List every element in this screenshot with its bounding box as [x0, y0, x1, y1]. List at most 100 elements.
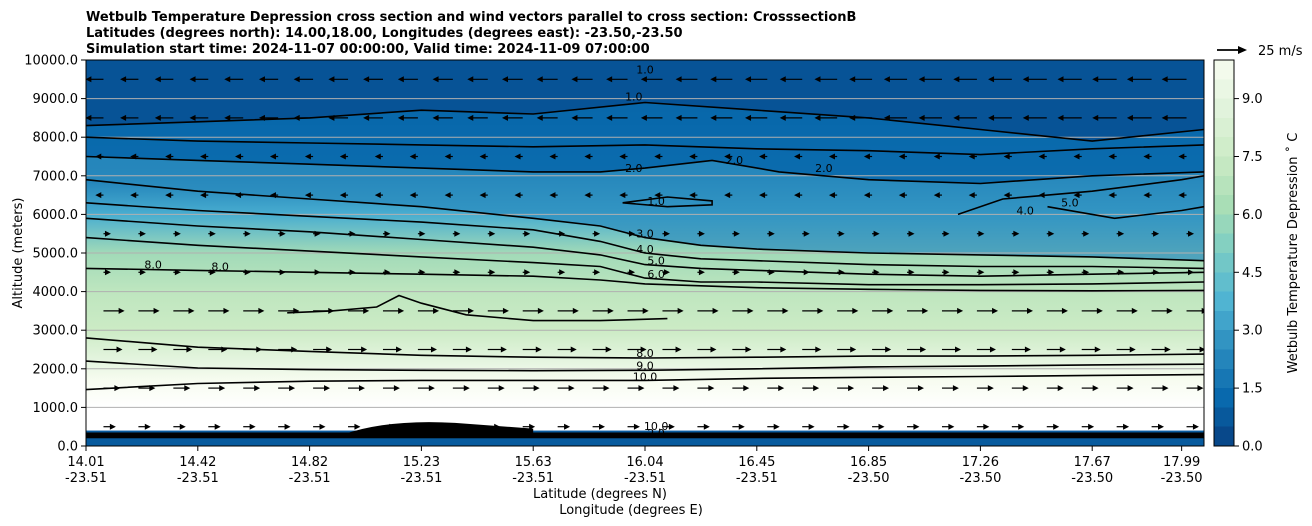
wind-vector-head [953, 76, 960, 83]
wind-vector-head [640, 346, 647, 353]
wind-vector-head [444, 153, 451, 160]
wind-vector-head [328, 307, 335, 314]
contour-lines [86, 101, 1204, 391]
x-axis-label-longitude: Longitude (degrees E) [559, 503, 703, 518]
colorbar-tick-label: 6.0 [1242, 208, 1263, 223]
wind-vector-head [149, 385, 156, 392]
wind-vector-head [224, 114, 231, 121]
wind-vector-head [689, 153, 696, 160]
colorbar-ticks: 0.0 1.5 3.0 4.5 6.0 7.5 9.0 [1234, 92, 1263, 455]
wind-vector-head [502, 307, 509, 314]
wind-vector-head [188, 307, 195, 314]
wind-vector-head [710, 114, 717, 121]
wind-vector-head [179, 423, 186, 430]
contour-label: 2.0 [647, 427, 665, 440]
wind-key-arrow-head [1238, 46, 1247, 54]
wind-vector-head [1118, 230, 1125, 237]
colorbar-tick-label: 3.0 [1242, 324, 1263, 339]
wind-vector-head [710, 346, 717, 353]
wind-vector-head [913, 423, 920, 430]
wind-vector-head [339, 192, 346, 199]
wind-vector-head [619, 153, 626, 160]
wind-vector-head [745, 346, 752, 353]
x-tick-label-lon: -23.51 [177, 471, 219, 486]
contour-label: 10.0 [633, 370, 658, 383]
wind-vector-head [186, 346, 193, 353]
wind-vector-head [584, 192, 591, 199]
wind-vector-head [463, 385, 470, 392]
wind-vector-head [500, 346, 507, 353]
x-tick-label-lon: -23.50 [1161, 471, 1203, 486]
wind-vector-head [568, 385, 575, 392]
wind-vector-head [943, 230, 950, 237]
chart-title-line-2: Latitudes (degrees north): 14.00,18.00, … [86, 26, 683, 41]
wind-vector-head [978, 230, 985, 237]
x-tick-label-lat: 16.04 [626, 455, 663, 470]
wind-vector-head [1003, 153, 1010, 160]
wind-vector-head [988, 114, 995, 121]
wind-vector-head [733, 230, 740, 237]
wind-vector-head [933, 192, 940, 199]
y-tick-label: 1000.0 [33, 401, 79, 416]
wind-vector-head [779, 114, 786, 121]
contour-line-8.0 [287, 294, 668, 322]
wind-vector-head [559, 230, 566, 237]
wind-vector-head [501, 76, 508, 83]
wind-vector-head [419, 269, 426, 276]
wind-vector-head [284, 423, 291, 430]
colorbar-tick-label: 1.5 [1242, 382, 1263, 397]
wind-vector-head [957, 307, 964, 314]
wind-vector-head [698, 269, 705, 276]
wind-vector-head [1188, 230, 1195, 237]
wind-vector-head [349, 230, 356, 237]
x-axis-ticks: 14.01-23.5114.42-23.5114.82-23.5115.23-2… [65, 446, 1203, 486]
wind-vector-head [663, 230, 670, 237]
wind-vector-head [479, 153, 486, 160]
y-tick-label: 9000.0 [33, 92, 79, 107]
wind-vector-head [1108, 192, 1115, 199]
wind-vector-head [397, 76, 404, 83]
wind-vector-head [677, 307, 684, 314]
contour-label: 8.0 [636, 347, 654, 360]
x-tick-label-lat: 15.23 [403, 455, 440, 470]
wind-vector-head [885, 346, 892, 353]
contour-label: 8.0 [144, 258, 162, 271]
wind-vector-head [955, 346, 962, 353]
y-tick-label: 3000.0 [33, 324, 79, 339]
wind-vector-head [454, 269, 461, 276]
colorbar-label: Wetbulb Temperature Depression ˚ C [1285, 133, 1301, 374]
wind-vector-head [572, 307, 579, 314]
wind-vector-head [363, 307, 370, 314]
contour-labels: 1.01.02.02.02.01.03.04.05.06.04.05.08.0 8… [144, 64, 1078, 441]
wind-vector-head [130, 153, 137, 160]
wind-vector-head [324, 385, 331, 392]
wind-vector-head [738, 423, 745, 430]
wind-vector-head [86, 76, 92, 83]
wind-vector-head [712, 307, 719, 314]
wind-vector-head [1199, 346, 1204, 353]
wind-vector-head [673, 385, 680, 392]
wind-vector-head [189, 76, 196, 83]
wind-vector-head [887, 307, 894, 314]
contour-line-5.0 [86, 217, 1204, 278]
wind-vector-head [139, 230, 146, 237]
contour-label: 6.0 [647, 268, 665, 281]
wind-vector-head [1178, 192, 1185, 199]
wind-vector-head [430, 346, 437, 353]
wind-vector-head [1083, 269, 1090, 276]
wind-vector-head [675, 346, 682, 353]
wind-vector-head [794, 192, 801, 199]
wind-vector-head [428, 385, 435, 392]
wind-vector-head [200, 192, 207, 199]
wind-vector-head [467, 76, 474, 83]
wind-vector-head [1192, 423, 1199, 430]
wind-vector-head [803, 230, 810, 237]
wind-vector-head [424, 423, 431, 430]
wind-vector-head [745, 114, 752, 121]
contour-label: 4.0 [1016, 204, 1034, 217]
wind-vector-head [254, 385, 261, 392]
wind-vector-head [849, 114, 856, 121]
wind-vector-head [433, 307, 440, 314]
chart-title-line-1: Wetbulb Temperature Depression cross sec… [86, 10, 856, 25]
wind-vector-head [978, 269, 985, 276]
